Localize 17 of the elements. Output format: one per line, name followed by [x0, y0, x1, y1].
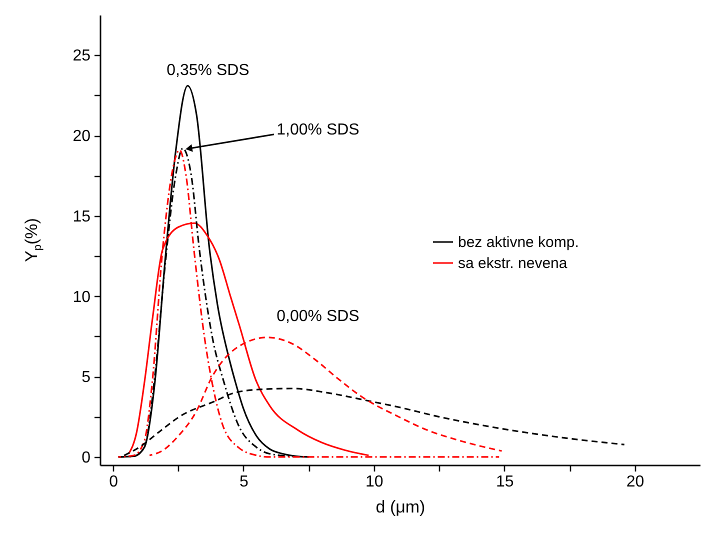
y-tick-label: 25: [72, 48, 91, 65]
annotation: 0,00% SDS: [276, 308, 360, 325]
x-tick-label: 20: [626, 474, 644, 490]
y-tick-label: 20: [72, 128, 91, 146]
y-tick-label: 10: [72, 288, 91, 306]
legend-label: sa ekstr. nevena: [458, 255, 568, 272]
annotation: 0,35% SDS: [166, 62, 250, 79]
legend-label: bez aktivne komp.: [458, 234, 579, 251]
x-tick-label: 0: [109, 474, 118, 490]
x-axis-title: d (μm): [376, 498, 426, 516]
annotation: 1,00% SDS: [276, 121, 360, 138]
x-tick-label: 5: [240, 474, 249, 490]
y-tick-label: 0: [82, 449, 91, 466]
x-tick-label: 10: [366, 474, 384, 490]
x-tick-label: 15: [496, 474, 514, 490]
y-tick-label: 15: [72, 208, 91, 226]
y-tick-label: 5: [82, 369, 91, 386]
